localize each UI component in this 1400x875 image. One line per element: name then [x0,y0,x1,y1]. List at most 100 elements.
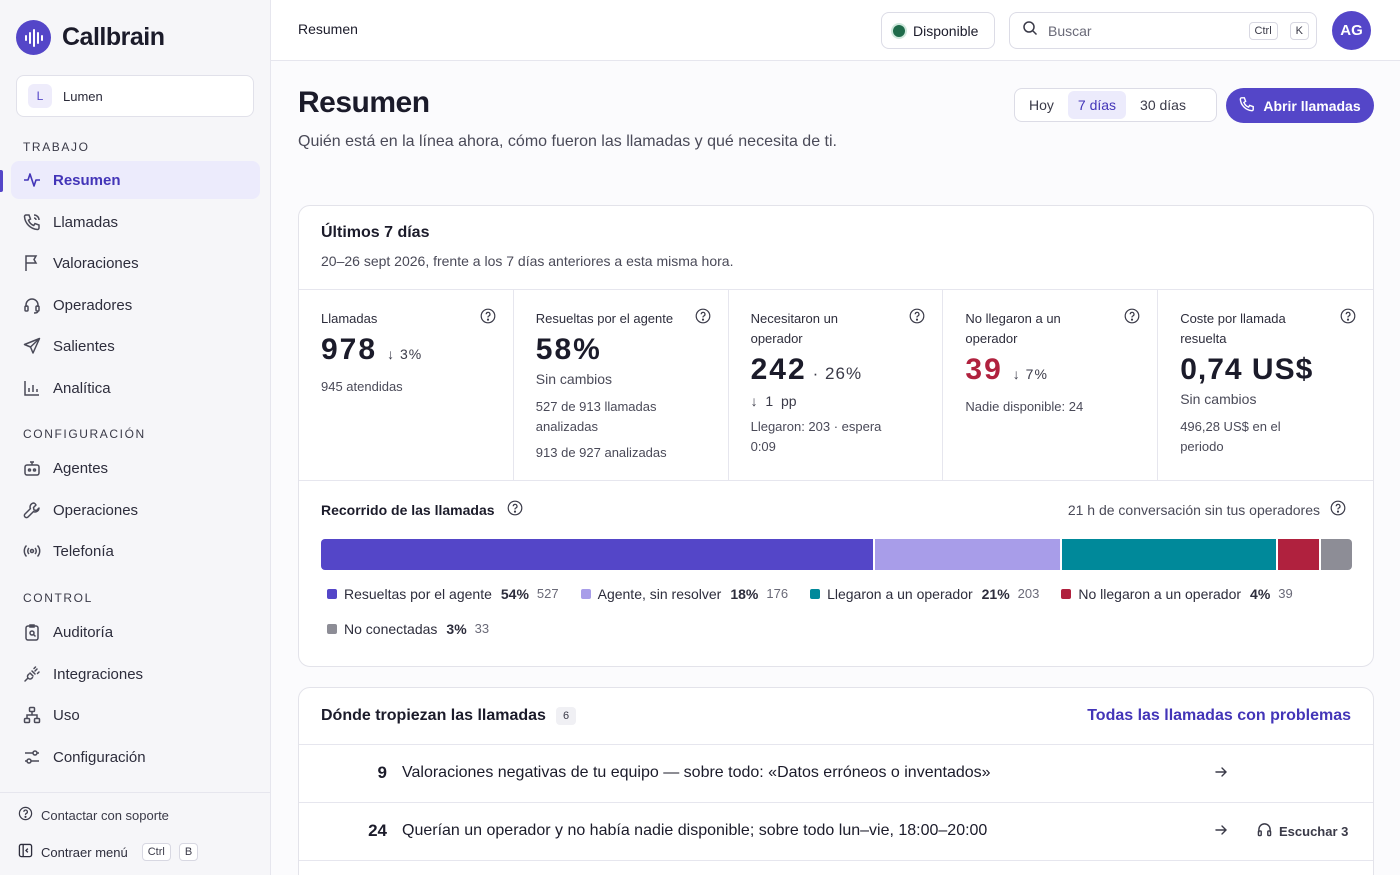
sidebar-item-label: Auditoría [53,623,114,641]
sidebar-item-analitica[interactable]: Analítica [11,369,260,407]
open-calls-button[interactable]: Abrir llamadas [1226,88,1374,123]
phone-icon [1239,96,1255,115]
journey-bar-segment[interactable] [1061,539,1277,570]
metric-label: Llamadas [321,311,378,326]
metric-label: Coste por llamada resuelta [1180,311,1286,346]
sidebar-item-salientes[interactable]: Salientes [11,327,260,365]
soundwave-logo-icon [16,20,51,55]
legend-item: No llegaron a un operador 4% 39 [1061,584,1293,603]
date-range-selector: Hoy 7 días 30 días [1014,88,1217,122]
metric-label: Resueltas por el agente [535,311,674,326]
legend-percent: 3% [446,620,467,637]
metric-coste: Coste por llamada resuelta 0,74 US$ Sin … [1158,290,1373,480]
help-icon[interactable] [1340,308,1356,329]
help-icon[interactable] [1124,308,1140,329]
help-icon[interactable] [909,308,925,329]
brand[interactable]: Callbrain [16,20,165,55]
sidebar-divider [0,792,271,793]
metric-resueltas: Resueltas por el agente 58% Sin cambios … [514,290,729,480]
journey-bar-segment[interactable] [321,539,874,570]
metric-pp-change: ↓ 1 pp [751,393,921,409]
journey-bar-segment[interactable] [1321,539,1352,570]
sidebar-item-label: Agentes [53,459,109,477]
sidebar-item-telefonia[interactable]: Telefonía [11,532,260,570]
legend-swatch [580,588,591,599]
sidebar-item-llamadas[interactable]: Llamadas [11,203,260,241]
legend-item: No conectadas 3% 33 [327,619,489,638]
help-icon[interactable] [1330,500,1346,519]
breadcrumb: Resumen [298,21,358,37]
workspace-switcher[interactable]: L Lumen [16,75,254,117]
metric-value: 0,74 US$ [1180,353,1314,386]
metric-note: Llegaron: 203 · espera 0:09 [750,419,882,454]
headphones-icon [1257,822,1272,840]
search-icon [1022,20,1038,41]
journey-bar-segment[interactable] [875,539,1060,570]
metric-note: Nadie disponible: 24 [965,399,1084,414]
issues-title-text: Dónde tropiezan las llamadas [321,707,546,724]
flag-icon [23,254,41,272]
status-dot [893,24,905,37]
metric-delta-value: 7% [1025,366,1048,382]
legend-swatch [327,588,337,599]
pp-value: 1 [765,393,774,409]
arrow-right-icon[interactable] [1214,765,1228,784]
sidebar-collapse-icon [18,843,33,861]
sidebar-item-operadores[interactable]: Operadores [11,286,260,324]
legend-label: Resueltas por el agente [344,585,492,602]
kbd-k: K [1289,21,1309,40]
range-option-30-dias[interactable]: 30 días [1140,97,1186,113]
sidebar-item-label: Operaciones [53,501,139,519]
listen-button[interactable]: Escuchar 3 [1257,822,1348,840]
legend-count: 39 [1278,586,1293,601]
support-link[interactable]: Contactar con soporte [18,806,169,824]
help-icon[interactable] [695,308,711,329]
summary-subtitle: 20–26 sept 2026, frente a los 7 días ant… [321,253,734,269]
arrow-right-icon[interactable] [1214,823,1228,842]
pp-unit: pp [780,393,797,409]
workspace-initial: L [28,84,52,108]
range-option-7-dias[interactable]: 7 días [1067,91,1127,119]
search-input[interactable]: Buscar Ctrl K [1009,12,1317,49]
divider [299,480,1373,481]
collapse-menu-button[interactable]: Contraer menú Ctrl B [18,843,199,861]
legend-label: Agente, sin resolver [597,585,722,602]
all-issues-link[interactable]: Todas las llamadas con problemas [1087,707,1351,724]
availability-toggle[interactable]: Disponible [881,12,995,49]
sidebar-item-label: Integraciones [53,665,144,683]
support-label: Contactar con soporte [41,807,169,823]
help-icon[interactable] [507,500,523,519]
legend-count: 203 [1017,586,1040,601]
legend-label: No conectadas [344,620,438,637]
bot-icon [23,459,41,477]
kbd-ctrl: Ctrl [141,843,171,861]
legend-item: Resueltas por el agente 54% 527 [327,584,559,603]
journey-stacked-bar [321,539,1352,570]
metric-note: 945 atendidas [321,379,403,394]
sidebar-item-agentes[interactable]: Agentes [11,449,260,487]
avatar[interactable]: AG [1332,11,1371,50]
metric-delta: ↓ 7% [1013,366,1048,382]
journey-bar-segment[interactable] [1278,539,1320,570]
summary-title: Últimos 7 días [321,224,430,241]
sidebar-item-label: Uso [53,706,80,724]
issue-row[interactable]: 24 Querían un operador y no había nadie … [299,802,1373,860]
sidebar-item-operaciones[interactable]: Operaciones [11,491,260,529]
help-icon[interactable] [480,308,496,329]
sidebar-item-auditoria[interactable]: Auditoría [11,613,260,651]
brand-name: Callbrain [62,23,165,51]
issue-row[interactable] [299,860,1373,875]
sidebar-item-configuracion[interactable]: Configuración [11,738,260,776]
sidebar-item-valoraciones[interactable]: Valoraciones [11,244,260,282]
sidebar-item-uso[interactable]: Uso [11,696,260,734]
sidebar-item-resumen[interactable]: Resumen [11,161,260,199]
metric-percent: · 26% [812,364,863,383]
sidebar-item-integraciones[interactable]: Integraciones [11,655,260,693]
sidebar-item-label: Operadores [53,296,133,314]
sidebar-item-label: Resumen [53,171,121,189]
section-label-control: CONTROL [23,591,93,605]
issue-row[interactable]: 9 Valoraciones negativas de tu equipo — … [299,744,1373,802]
range-option-hoy[interactable]: Hoy [1029,97,1054,113]
legend-count: 527 [536,586,559,601]
legend-percent: 54% [500,585,529,602]
